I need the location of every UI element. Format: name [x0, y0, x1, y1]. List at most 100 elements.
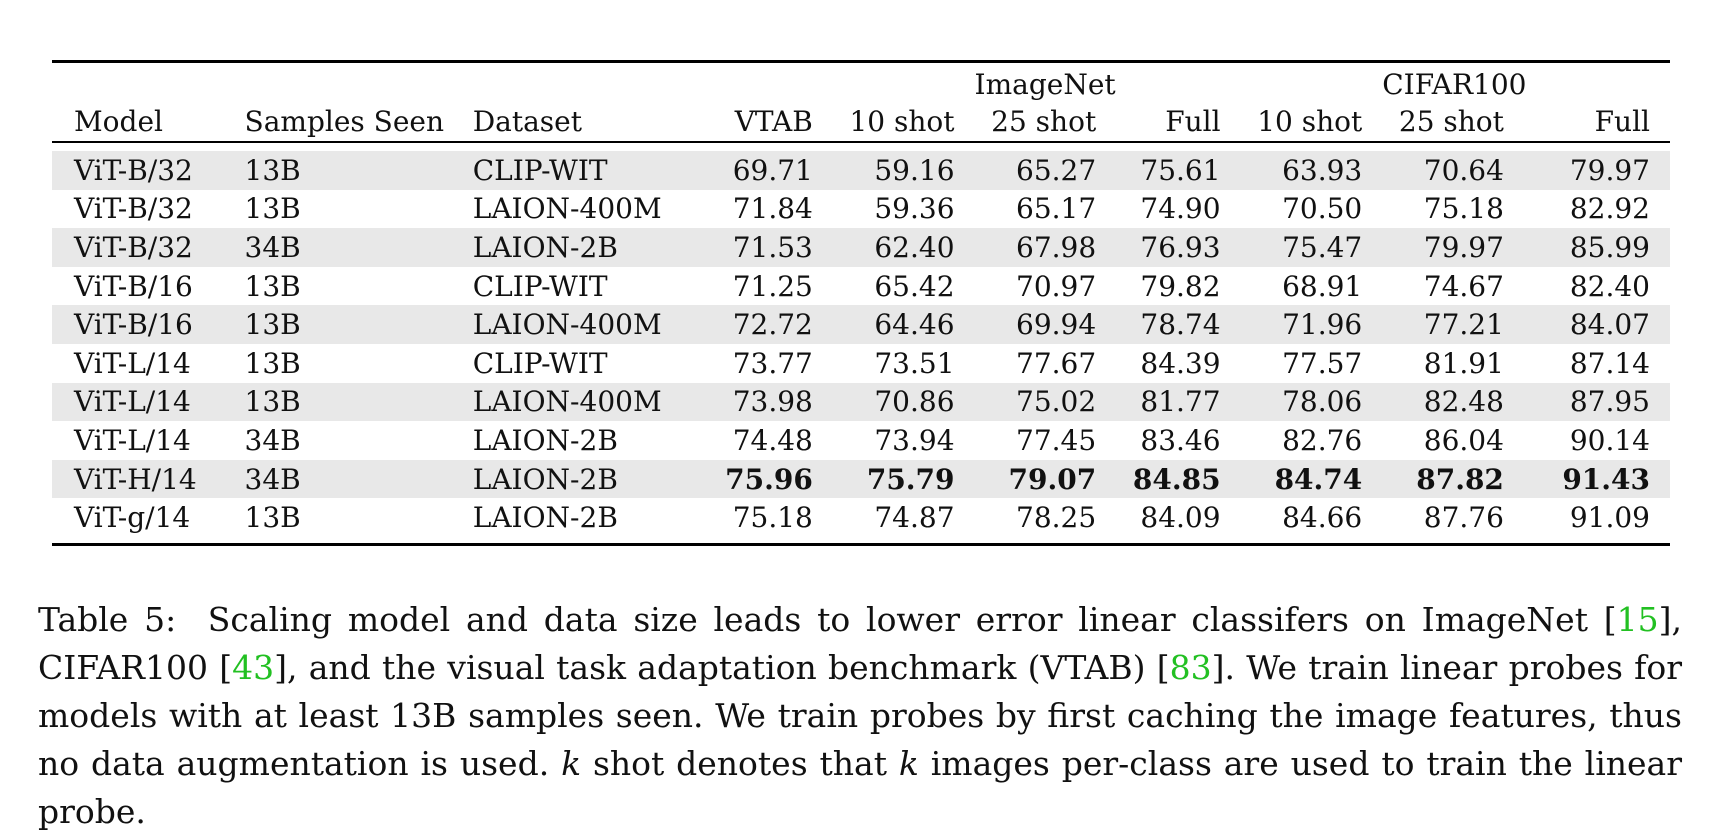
cell-cifar-full: 87.95	[1569, 385, 1650, 419]
cell-samples-seen: 13B	[244, 153, 301, 187]
cell-cifar-25-shot: 87.76	[1423, 501, 1504, 535]
col-header-model: Model	[74, 104, 163, 138]
col-header-imagenet-full: Full	[1165, 104, 1221, 138]
cell-vtab: 73.77	[732, 346, 813, 380]
cell-dataset: LAION-2B	[472, 423, 618, 457]
citation-link[interactable]: 15	[1616, 600, 1659, 639]
cell-imagenet-full: 79.82	[1140, 269, 1221, 303]
cell-imagenet-10-shot: 73.94	[874, 423, 955, 457]
cifar100-group-header: CIFAR100	[1382, 68, 1527, 101]
cell-imagenet-25-shot: 67.98	[1016, 230, 1097, 264]
caption-variable-k: k	[898, 744, 919, 783]
cell-cifar-full: 82.40	[1569, 269, 1650, 303]
table-caption: Table 5: Scaling model and data size lea…	[38, 596, 1682, 836]
col-header-cifar-full: Full	[1594, 104, 1650, 138]
cell-vtab: 72.72	[732, 308, 813, 342]
cell-imagenet-10-shot: 74.87	[874, 501, 955, 535]
cell-model: ViT-B/32	[74, 192, 193, 226]
cell-samples-seen: 34B	[244, 462, 301, 496]
cell-samples-seen: 13B	[244, 308, 301, 342]
cell-imagenet-full: 76.93	[1140, 230, 1221, 264]
results-table-container: ImageNet CIFAR100 Model Samples Seen Dat…	[52, 60, 1670, 546]
cell-imagenet-full: 84.39	[1140, 346, 1221, 380]
cell-cifar-10-shot: 75.47	[1282, 230, 1363, 264]
table-row: ViT-L/14 34B LAION-2B 74.48 73.94 77.45 83.46 8…	[52, 421, 1670, 460]
table-row: ViT-H/14 34B LAION-2B 75.96 75.79 79.07 84.85 8…	[52, 459, 1670, 499]
cell-cifar-25-shot: 70.64	[1423, 153, 1504, 187]
cell-cifar-25-shot: 81.91	[1423, 346, 1504, 380]
cell-vtab: 75.18	[732, 501, 813, 535]
citation-link[interactable]: 83	[1169, 648, 1212, 687]
table-row: ViT-B/32 34B LAION-2B 71.53 62.40 67.98 76.93 7…	[52, 228, 1670, 267]
cell-cifar-25-shot: 87.82	[1416, 462, 1504, 496]
cell-cifar-10-shot: 84.66	[1282, 501, 1363, 535]
col-header-dataset: Dataset	[472, 104, 582, 138]
cell-imagenet-full: 84.09	[1140, 501, 1221, 535]
cell-cifar-full: 79.97	[1569, 153, 1650, 187]
cell-dataset: LAION-2B	[472, 462, 618, 496]
imagenet-group-header: ImageNet	[974, 68, 1116, 101]
caption-text: Scaling model and data size leads to low…	[207, 600, 1617, 639]
caption-text: ]. We train linear probes for models wit…	[38, 648, 1683, 783]
cell-dataset: CLIP-WIT	[472, 269, 608, 303]
cell-model: ViT-g/14	[74, 501, 191, 535]
cell-vtab: 69.71	[732, 153, 813, 187]
cell-cifar-25-shot: 86.04	[1423, 423, 1504, 457]
caption-text: ], CIFAR100 [	[38, 600, 1683, 687]
table-row: ViT-B/32 13B LAION-400M 71.84 59.36 65.17 74.9…	[52, 190, 1670, 229]
cell-cifar-full: 91.43	[1562, 462, 1650, 496]
cell-imagenet-25-shot: 65.17	[1016, 192, 1097, 226]
cell-samples-seen: 13B	[244, 501, 301, 535]
cell-imagenet-10-shot: 59.16	[874, 153, 955, 187]
col-header-imagenet-25-shot: 25 shot	[991, 104, 1097, 138]
cell-imagenet-10-shot: 62.40	[874, 230, 955, 264]
col-header-cifar-25-shot: 25 shot	[1398, 104, 1504, 138]
caption-variable-k: k	[561, 744, 582, 783]
cell-model: ViT-B/32	[74, 153, 193, 187]
table-top-rule	[52, 60, 1670, 63]
cell-dataset: LAION-2B	[472, 230, 618, 264]
cell-model: ViT-L/14	[74, 423, 191, 457]
cell-cifar-10-shot: 82.76	[1282, 423, 1363, 457]
cell-model: ViT-L/14	[74, 346, 191, 380]
caption-label: Table 5:	[38, 600, 177, 639]
cell-model: ViT-B/16	[74, 308, 193, 342]
cell-cifar-10-shot: 84.74	[1274, 462, 1363, 496]
col-header-vtab: VTAB	[734, 104, 813, 138]
citation-link[interactable]: 43	[232, 648, 275, 687]
cell-cifar-25-shot: 82.48	[1423, 385, 1504, 419]
caption-text: ], and the visual task adaptation benchm…	[274, 648, 1170, 687]
table-row: ViT-B/16 13B LAION-400M 72.72 64.46 69.94 78.7…	[52, 305, 1670, 344]
cell-cifar-full: 82.92	[1569, 192, 1650, 226]
table-header-rule	[52, 141, 1670, 143]
cell-imagenet-10-shot: 59.36	[874, 192, 955, 226]
cell-cifar-10-shot: 78.06	[1282, 385, 1363, 419]
cell-model: ViT-B/16	[74, 269, 193, 303]
table-bottom-rule	[52, 542, 1670, 546]
cell-vtab: 71.53	[732, 230, 813, 264]
cell-dataset: LAION-400M	[472, 308, 662, 342]
cell-imagenet-25-shot: 79.07	[1008, 462, 1097, 496]
table-row: ViT-B/32 13B CLIP-WIT 69.71 59.16 65.27 75.61 6…	[52, 151, 1670, 190]
cell-imagenet-full: 75.61	[1140, 153, 1221, 187]
cell-imagenet-25-shot: 70.97	[1016, 269, 1097, 303]
cell-dataset: LAION-400M	[472, 385, 662, 419]
cell-cifar-full: 87.14	[1569, 346, 1650, 380]
cell-cifar-10-shot: 77.57	[1282, 346, 1363, 380]
cell-vtab: 71.25	[732, 269, 813, 303]
cell-imagenet-25-shot: 69.94	[1016, 308, 1097, 342]
cell-model: ViT-L/14	[74, 385, 191, 419]
cell-cifar-10-shot: 71.96	[1282, 308, 1363, 342]
cell-imagenet-10-shot: 75.79	[866, 462, 955, 496]
cell-cifar-10-shot: 63.93	[1282, 153, 1363, 187]
cell-samples-seen: 13B	[244, 192, 301, 226]
cell-vtab: 74.48	[732, 423, 813, 457]
cell-samples-seen: 13B	[244, 385, 301, 419]
cell-cifar-full: 90.14	[1569, 423, 1650, 457]
cell-cifar-10-shot: 68.91	[1282, 269, 1363, 303]
cell-imagenet-25-shot: 78.25	[1016, 501, 1097, 535]
cell-cifar-full: 85.99	[1569, 230, 1650, 264]
group-header-row: ImageNet CIFAR100	[52, 63, 1670, 101]
cell-cifar-25-shot: 77.21	[1423, 308, 1504, 342]
table-row: ViT-B/16 13B CLIP-WIT 71.25 65.42 70.97 79.82 6…	[52, 267, 1670, 306]
